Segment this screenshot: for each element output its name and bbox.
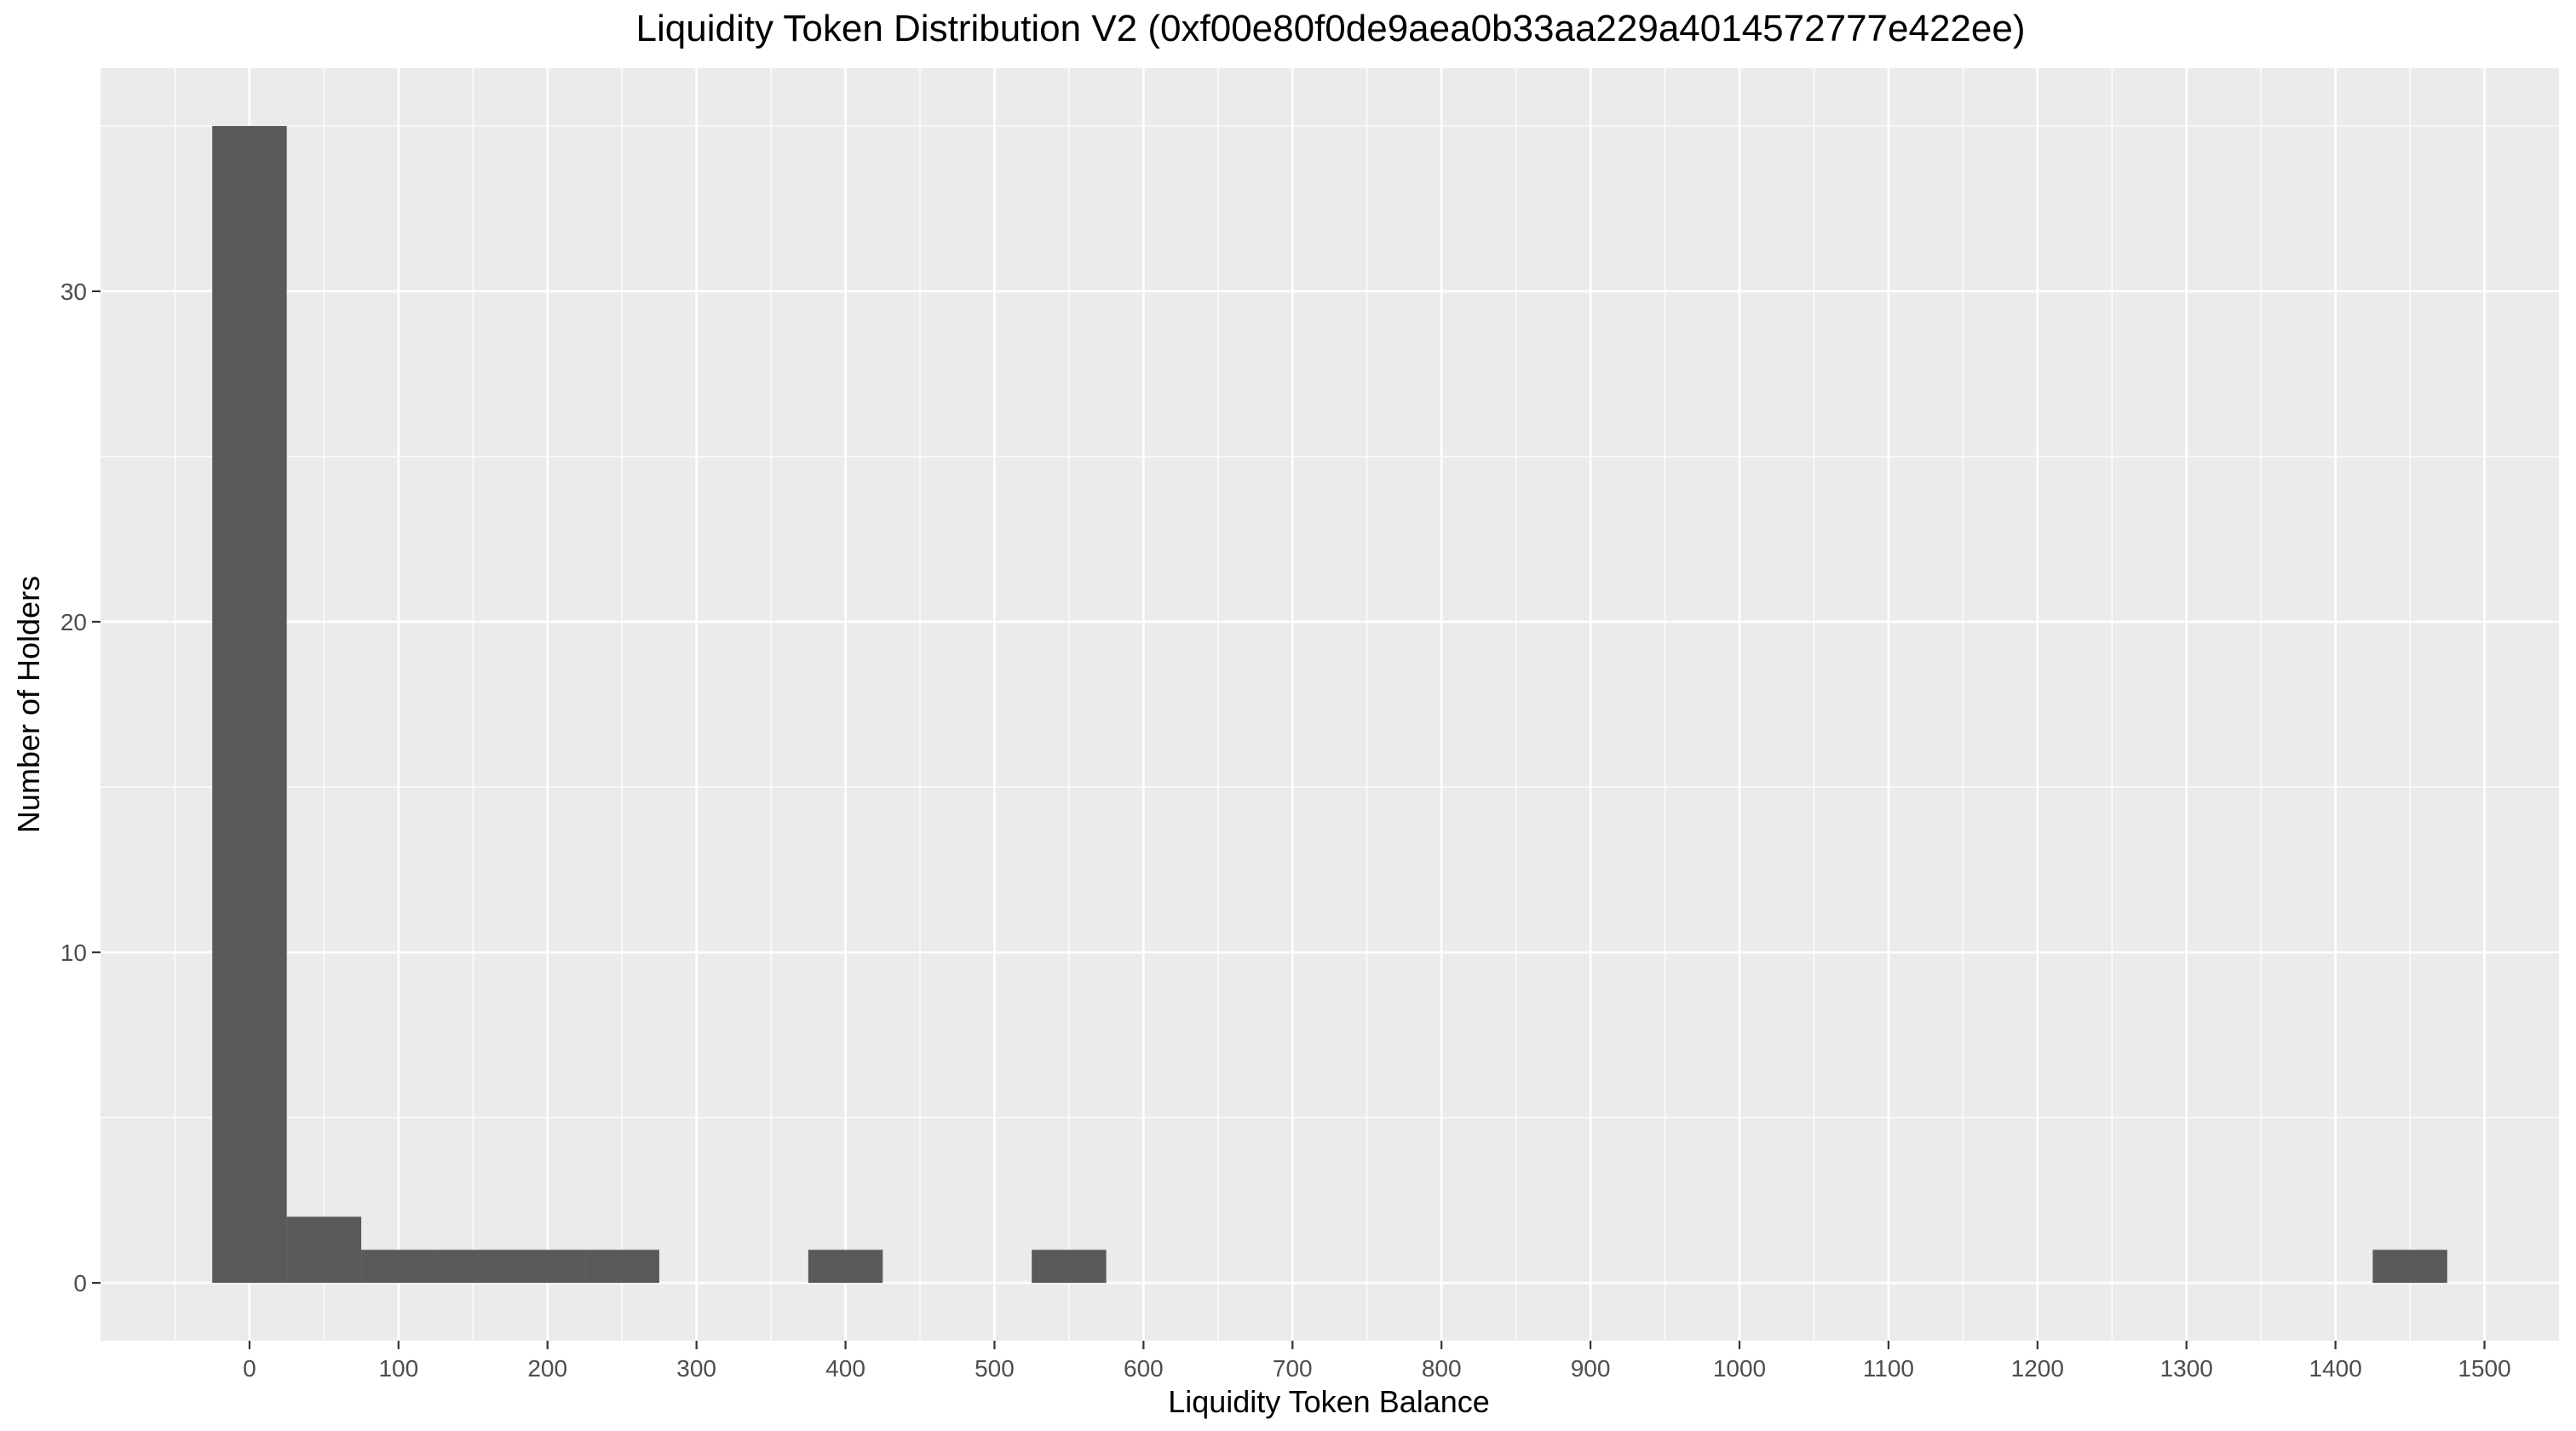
x-tick-label: 800	[1422, 1355, 1462, 1382]
y-tick-label: 0	[73, 1270, 87, 1296]
plot-panel	[101, 68, 2559, 1341]
x-tick-label: 1100	[1863, 1355, 1914, 1382]
x-tick-label: 700	[1273, 1355, 1313, 1382]
x-tick-label: 400	[825, 1355, 865, 1382]
x-tick-label: 500	[975, 1355, 1015, 1382]
histogram-bar	[361, 1250, 436, 1284]
y-axis: 0 10 20 30	[60, 279, 101, 1296]
histogram-bar	[1032, 1250, 1107, 1284]
x-tick-label: 1400	[2309, 1355, 2361, 1382]
x-tick-label: 1500	[2458, 1355, 2510, 1382]
y-axis-label: Number of Holders	[11, 576, 46, 833]
y-tick-label: 30	[60, 279, 87, 305]
y-tick-label: 20	[60, 609, 87, 635]
x-axis-label: Liquidity Token Balance	[1168, 1384, 1490, 1419]
x-tick-label: 0	[243, 1355, 256, 1382]
histogram-bar	[435, 1250, 510, 1284]
histogram-bars	[212, 125, 2447, 1284]
x-tick-label: 600	[1124, 1355, 1164, 1382]
histogram-bar	[2372, 1250, 2447, 1284]
y-tick-label: 10	[60, 940, 87, 966]
x-tick-label: 300	[676, 1355, 716, 1382]
x-tick-label: 1300	[2160, 1355, 2213, 1382]
x-tick-label: 900	[1571, 1355, 1611, 1382]
x-tick-label: 200	[527, 1355, 567, 1382]
histogram-bar	[212, 125, 287, 1284]
x-tick-label: 1200	[2011, 1355, 2064, 1382]
grid-lines	[101, 68, 2559, 1341]
chart-title: Liquidity Token Distribution V2 (0xf00e8…	[636, 8, 2026, 49]
histogram-bar	[286, 1216, 362, 1284]
histogram-bar	[584, 1250, 659, 1284]
histogram-bar	[808, 1250, 883, 1284]
x-tick-label: 1000	[1713, 1355, 1766, 1382]
histogram-bar	[510, 1250, 585, 1284]
x-tick-label: 100	[378, 1355, 418, 1382]
x-axis: 0 100 200 300 400 500 600 700 800 900 1000 1100 1200…	[243, 1341, 2511, 1382]
